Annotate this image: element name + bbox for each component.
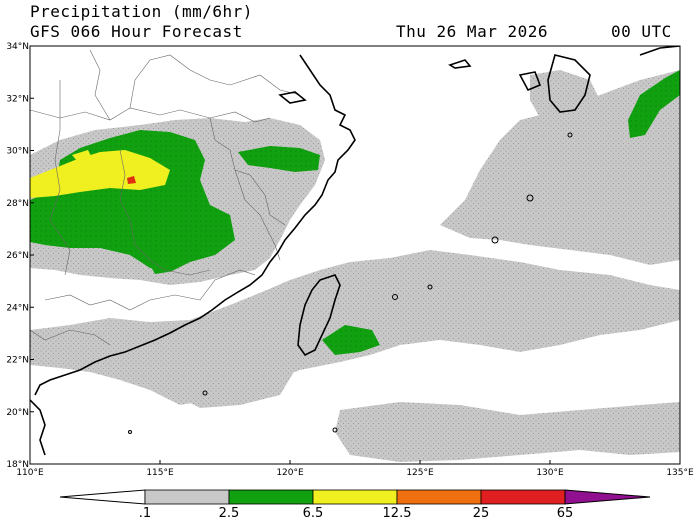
lat-tick-label: 28°N (6, 199, 29, 209)
colorbar-segment (312, 489, 398, 505)
lon-tick-label: 115°E (146, 468, 174, 478)
lon-tick-label: 130°E (536, 468, 564, 478)
colorbar-label: 25 (472, 506, 490, 521)
precip-moderate-taiwan-south (322, 325, 380, 355)
colorbar-label: 2.5 (218, 506, 240, 521)
lat-tick-label: 30°N (6, 147, 29, 157)
taiwan-coast (297, 274, 341, 357)
colorbar-segment (396, 489, 482, 505)
colorbar-segment (228, 489, 314, 505)
lat-tick-label: 24°N (6, 303, 29, 313)
lon-tick-label: 125°E (406, 468, 434, 478)
valid-time: 00 UTC (611, 22, 672, 41)
lat-tick-label: 20°N (6, 408, 29, 418)
colorbar-label: 12.5 (382, 506, 412, 521)
precip-light-east (440, 70, 680, 265)
lat-tick-label: 34°N (6, 42, 29, 52)
lon-tick-label: 110°E (16, 468, 44, 478)
lat-tick-label: 22°N (6, 356, 29, 366)
precip-heavy-china (30, 150, 170, 198)
precip-moderate-ne (628, 70, 680, 138)
map-title: Precipitation (mm/6hr) (30, 2, 253, 21)
precip-shading (30, 70, 680, 462)
colorbar-label: 6.5 (302, 506, 324, 521)
colorbar-label: 65 (556, 506, 574, 521)
precip-moderate-east-china (238, 146, 320, 172)
precip-veryheavy-spot (127, 176, 136, 184)
province-boundaries (30, 49, 301, 346)
valid-date: Thu 26 Mar 2026 (396, 22, 548, 41)
lat-tick-label: 26°N (6, 251, 29, 261)
precip-light-kyushu (530, 70, 600, 128)
precip-light-se (335, 402, 680, 462)
colorbar-below-triangle (59, 489, 146, 505)
colorbar-segment (144, 489, 230, 505)
precip-light-sw (175, 350, 295, 408)
longitude-ticks: 110°E 115°E 120°E 125°E 130°E 135°E (16, 460, 694, 478)
coastlines (30, 46, 680, 456)
forecast-subtitle: GFS 066 Hour Forecast (30, 22, 243, 41)
colorbar-above-triangle (564, 489, 651, 505)
colorbar-segment (480, 489, 566, 505)
lon-tick-label: 135°E (666, 468, 694, 478)
lon-tick-label: 120°E (276, 468, 304, 478)
precip-moderate-small (150, 262, 168, 274)
islands (128, 132, 573, 434)
colorbar-label: .1 (138, 506, 152, 521)
colorbar (59, 489, 651, 505)
latitude-ticks: 34°N 32°N 30°N 28°N 26°N 24°N 22°N 20°N 18°N (6, 42, 34, 470)
lat-tick-label: 18°N (6, 460, 29, 470)
precip-heavy-small (72, 150, 92, 162)
lat-tick-label: 32°N (6, 94, 29, 104)
